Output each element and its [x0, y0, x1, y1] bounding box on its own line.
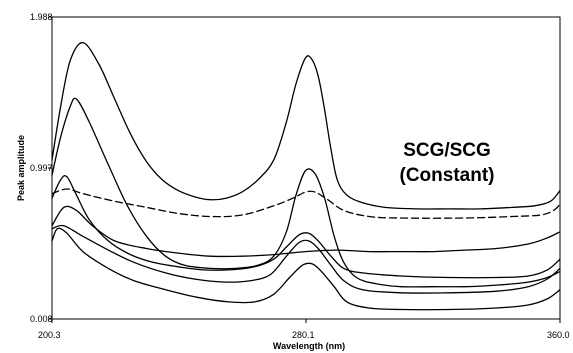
series-line-2	[51, 97, 561, 288]
x-tick-label-mid: 280.1	[292, 330, 315, 340]
x-axis-title: Wavelength (nm)	[273, 341, 345, 351]
annotation-line-2: (Constant)	[400, 165, 495, 186]
series-line-7	[51, 227, 561, 311]
x-tick-label-left: 200.3	[38, 330, 61, 340]
x-tick-label-right: 360.0	[547, 330, 570, 340]
series-line-5	[51, 205, 561, 258]
x-ticks: 200.3 280.1 360.0	[38, 319, 570, 340]
y-tick-label-bottom: 0.008	[30, 314, 53, 324]
series-line-6	[51, 224, 561, 294]
y-axis-title: Peak amplitude	[16, 135, 26, 201]
series-line-4	[51, 175, 561, 279]
series-line-3	[51, 188, 561, 219]
series-line-1	[51, 41, 561, 210]
series-layer	[51, 41, 561, 311]
y-ticks: 1.988 0.997 0.008	[30, 12, 53, 324]
y-tick-label-mid: 0.997	[30, 163, 53, 173]
annotation-line-1: SCG/SCG	[403, 140, 491, 161]
y-tick-label-top: 1.988	[30, 12, 53, 22]
